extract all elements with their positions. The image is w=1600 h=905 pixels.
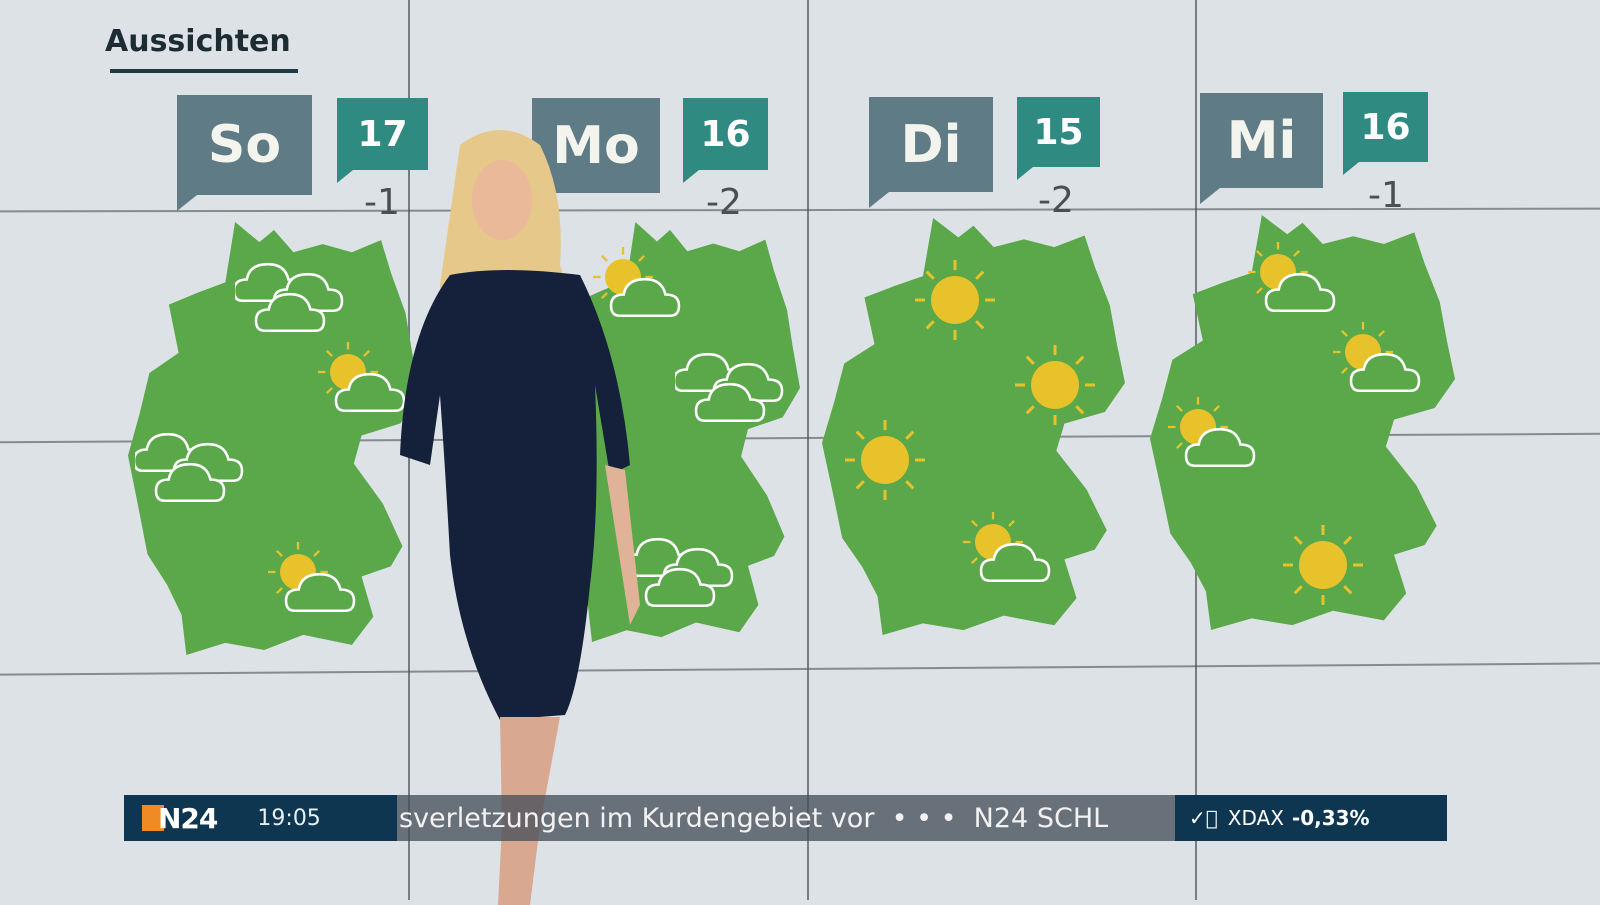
day-label-so: So bbox=[177, 95, 312, 211]
grid-line bbox=[0, 207, 1600, 213]
sun-cloud-icon bbox=[1168, 397, 1256, 468]
cloudy-icon bbox=[235, 262, 344, 333]
min-temp: -2 bbox=[1038, 180, 1074, 221]
max-temp: 17 bbox=[337, 98, 428, 183]
sun-cloud-icon bbox=[1248, 242, 1336, 313]
germany-map bbox=[540, 222, 800, 642]
grid-line bbox=[807, 0, 809, 900]
cloudy-icon bbox=[675, 352, 784, 423]
germany-map bbox=[1150, 215, 1455, 630]
min-temp: -2 bbox=[706, 182, 742, 223]
sun-cloud-icon bbox=[1333, 322, 1421, 393]
day-label-di: Di bbox=[869, 97, 993, 208]
sun-cloud-icon bbox=[593, 247, 681, 318]
cloudy-icon bbox=[625, 537, 734, 608]
cloudy-icon bbox=[135, 432, 244, 503]
day-label-mi: Mi bbox=[1200, 93, 1323, 204]
presenter bbox=[400, 130, 640, 905]
index-name: XDAX bbox=[1227, 806, 1284, 830]
sun-icon bbox=[1015, 345, 1095, 425]
ticker-headline: sverletzungen im Kurdengebiet vor • • • … bbox=[399, 802, 1109, 834]
germany-map bbox=[128, 222, 420, 655]
max-temp: 16 bbox=[683, 98, 768, 183]
check-circle-icon: ✓⃝ bbox=[1189, 806, 1218, 830]
min-temp: -1 bbox=[1368, 175, 1404, 216]
n24-logo: N24 bbox=[142, 801, 218, 835]
sun-icon bbox=[845, 420, 925, 500]
sun-cloud-icon bbox=[963, 512, 1051, 583]
grid-line bbox=[0, 662, 1600, 676]
news-ticker: N24 19:05 sverletzungen im Kurdengebiet … bbox=[124, 795, 1447, 841]
sun-icon bbox=[1283, 525, 1363, 605]
index-change: -0,33% bbox=[1291, 806, 1370, 830]
max-temp: 15 bbox=[1017, 97, 1100, 180]
max-temp: 16 bbox=[1343, 92, 1428, 175]
sun-cloud-icon bbox=[318, 342, 406, 413]
germany-map bbox=[822, 218, 1125, 635]
sun-cloud-icon bbox=[268, 542, 356, 613]
title-underline bbox=[110, 69, 298, 73]
ticker-time: 19:05 bbox=[257, 805, 321, 831]
page-title: Aussichten bbox=[105, 24, 291, 59]
sun-icon bbox=[915, 260, 995, 340]
min-temp: -1 bbox=[364, 182, 400, 223]
logo-text: N24 bbox=[158, 801, 218, 835]
